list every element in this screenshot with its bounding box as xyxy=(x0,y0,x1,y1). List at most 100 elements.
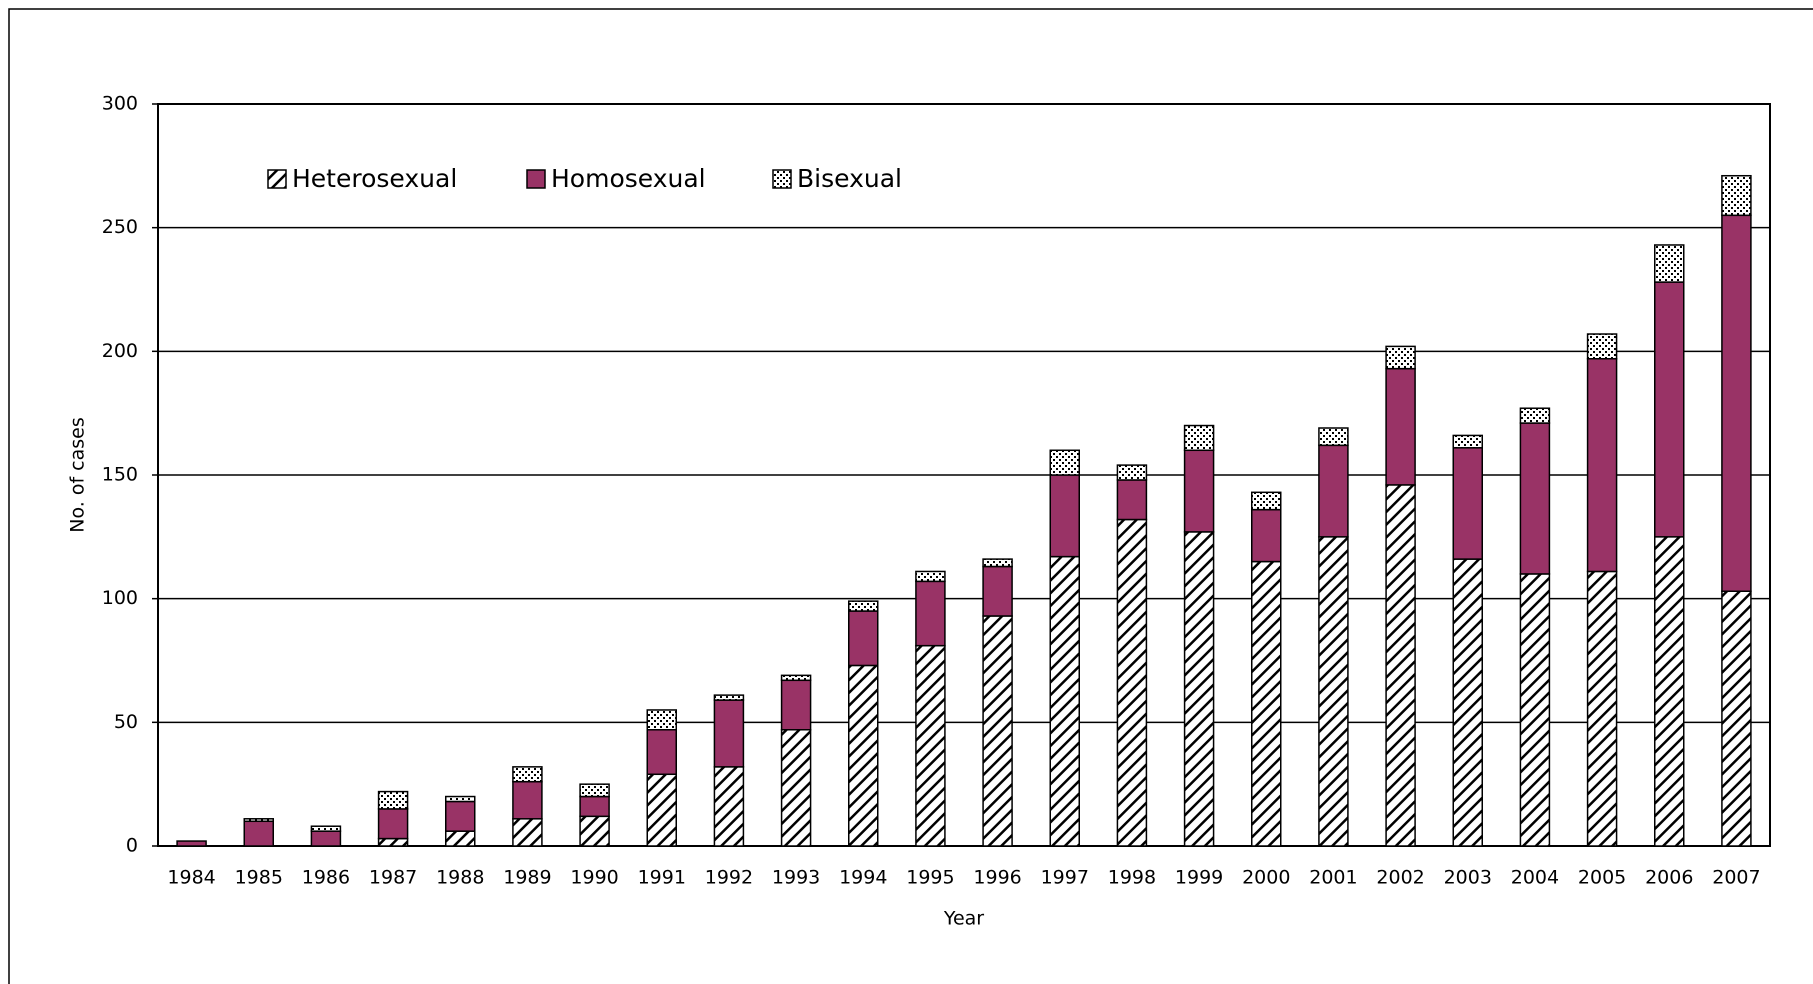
bar-segment xyxy=(310,825,342,832)
bar-segment xyxy=(1049,449,1080,476)
bar-segment xyxy=(176,840,207,847)
bar-segment xyxy=(512,780,543,820)
bar-segment xyxy=(512,766,543,783)
bar-segment xyxy=(1116,518,1148,847)
x-tick-label: 1987 xyxy=(369,867,417,889)
bar-segment xyxy=(1049,555,1080,847)
bar-segment xyxy=(1183,449,1215,533)
bar-segment xyxy=(1654,536,1685,847)
bar-segment xyxy=(646,773,677,847)
bar-segment xyxy=(1116,464,1148,481)
bar-segment xyxy=(1452,558,1483,847)
bar-segment xyxy=(915,644,946,847)
x-tick-label: 2002 xyxy=(1376,867,1424,889)
y-tick-label: 0 xyxy=(126,835,138,857)
bar-segment xyxy=(1452,447,1483,560)
bar-segment xyxy=(780,679,812,731)
bar-segment xyxy=(1721,590,1752,847)
x-tick-label: 2004 xyxy=(1511,867,1559,889)
bar-segment xyxy=(579,795,610,818)
bar-segment xyxy=(1318,427,1349,447)
x-tick-label: 1988 xyxy=(436,867,484,889)
bar-segment xyxy=(915,580,946,647)
bar-segment xyxy=(1183,531,1215,847)
x-tick-label: 1984 xyxy=(167,867,215,889)
bar-segment xyxy=(579,783,610,798)
bar-segment xyxy=(1519,422,1551,575)
bar-segment xyxy=(848,664,879,847)
bar-segment xyxy=(579,815,610,847)
bar-segment xyxy=(243,818,274,823)
bar-segment xyxy=(1519,407,1551,424)
x-tick-label: 1996 xyxy=(973,867,1021,889)
x-tick-label: 2001 xyxy=(1309,867,1357,889)
bar-segment xyxy=(445,795,476,803)
bar-segment xyxy=(848,600,879,612)
bar-segment xyxy=(1586,333,1618,360)
x-tick-label: 1986 xyxy=(302,867,350,889)
plot-frame xyxy=(157,103,1771,847)
x-tick-label: 2007 xyxy=(1712,867,1760,889)
bar-segment xyxy=(1452,434,1483,449)
bar-segment xyxy=(1116,479,1148,521)
bar-segment xyxy=(1586,358,1618,573)
x-tick-label: 1999 xyxy=(1175,867,1223,889)
bar-segment xyxy=(1654,244,1685,283)
y-tick-label: 200 xyxy=(102,340,138,362)
bar-segment xyxy=(310,830,342,847)
bar-segment xyxy=(848,610,879,667)
x-tick-label: 1994 xyxy=(839,867,887,889)
legend-swatch xyxy=(267,169,287,189)
bar-segment xyxy=(1385,484,1416,847)
x-tick-label: 1991 xyxy=(638,867,686,889)
bar-segment xyxy=(982,558,1013,568)
legend-swatch xyxy=(526,169,546,189)
bar-segment xyxy=(1654,281,1685,538)
y-tick-label: 50 xyxy=(114,711,138,733)
bar-segment xyxy=(1721,214,1752,592)
bar-segment xyxy=(1318,444,1349,538)
bar-segment xyxy=(377,837,409,847)
bar-segment xyxy=(713,766,745,847)
bar-segment xyxy=(1385,345,1416,370)
x-tick-label: 2006 xyxy=(1645,867,1693,889)
bar-segment xyxy=(1586,570,1618,847)
bar-segment xyxy=(915,570,946,583)
bar-segment xyxy=(445,800,476,832)
legend-label: Bisexual xyxy=(797,164,902,193)
x-tick-label: 1992 xyxy=(705,867,753,889)
bar-segment xyxy=(646,729,677,776)
bar-segment xyxy=(1721,174,1752,217)
bar-segment xyxy=(512,818,543,847)
bar-segment xyxy=(780,674,812,682)
bar-segment xyxy=(982,565,1013,617)
bar-segment xyxy=(1318,536,1349,847)
bar-segment xyxy=(982,615,1013,847)
bar-segment xyxy=(1183,424,1215,452)
bar-segment xyxy=(1251,491,1282,511)
x-tick-label: 1985 xyxy=(235,867,283,889)
bar-segment xyxy=(646,709,677,731)
x-tick-label: 1997 xyxy=(1041,867,1089,889)
x-tick-label: 1990 xyxy=(570,867,618,889)
y-tick-label: 150 xyxy=(102,464,138,486)
bar-segment xyxy=(243,820,274,847)
x-tick-label: 1989 xyxy=(503,867,551,889)
bar-segment xyxy=(1251,560,1282,847)
bar-segment xyxy=(1251,508,1282,563)
y-tick-label: 100 xyxy=(102,587,138,609)
x-axis-label: Year xyxy=(943,908,984,930)
x-tick-label: 2005 xyxy=(1578,867,1626,889)
y-tick-label: 250 xyxy=(102,216,138,238)
bar-segment xyxy=(377,808,409,840)
x-tick-label: 1995 xyxy=(906,867,954,889)
bar-segment xyxy=(1049,474,1080,558)
bar-segment xyxy=(713,694,745,701)
x-tick-label: 2000 xyxy=(1242,867,1290,889)
y-tick-label: 300 xyxy=(102,93,138,115)
legend-label: Heterosexual xyxy=(292,164,457,193)
bar-segment xyxy=(780,729,812,847)
bar-segment xyxy=(713,699,745,768)
y-axis-label: No. of cases xyxy=(67,417,89,533)
